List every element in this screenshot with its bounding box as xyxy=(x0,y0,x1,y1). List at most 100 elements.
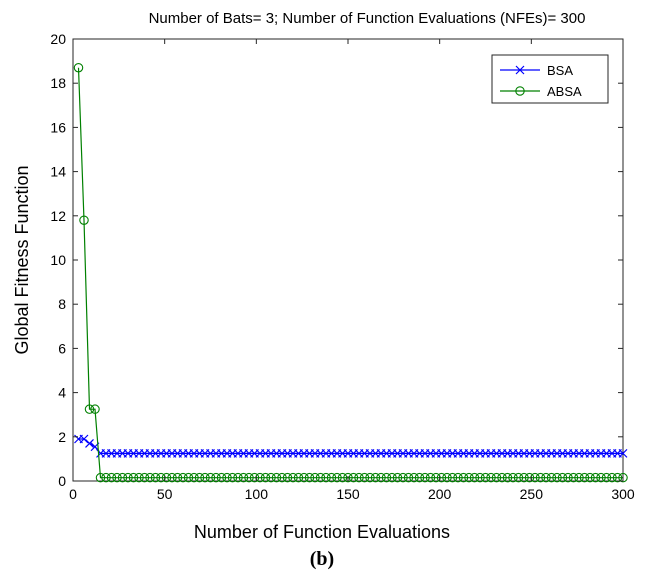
data-point xyxy=(453,472,463,483)
data-point xyxy=(618,448,628,458)
data-point xyxy=(546,472,557,483)
x-tick-label: 150 xyxy=(336,486,360,502)
x-axis-ticks: 0 50 100 150 200 250 300 xyxy=(69,39,635,502)
data-point xyxy=(458,472,469,483)
data-point xyxy=(425,472,436,483)
data-point xyxy=(85,439,94,448)
data-point xyxy=(568,472,579,483)
data-point xyxy=(442,472,452,483)
data-point xyxy=(266,472,276,483)
data-point xyxy=(585,472,595,483)
data-point xyxy=(139,472,150,483)
x-tick-label: 300 xyxy=(611,486,635,502)
legend-box xyxy=(491,54,609,104)
data-point xyxy=(112,472,122,483)
data-point xyxy=(200,472,210,483)
data-point xyxy=(211,472,221,483)
data-point xyxy=(128,472,139,483)
data-point xyxy=(579,472,590,483)
data-point xyxy=(161,472,172,483)
data-point xyxy=(431,472,441,483)
data-point xyxy=(563,472,573,483)
y-tick-label: 10 xyxy=(50,252,66,268)
data-point xyxy=(172,472,183,483)
data-point xyxy=(590,472,601,483)
x-tick-label: 200 xyxy=(428,486,452,502)
y-tick-label: 4 xyxy=(58,385,66,401)
data-point xyxy=(90,404,100,414)
data-point xyxy=(414,472,425,483)
y-tick-label: 6 xyxy=(58,340,66,356)
data-point xyxy=(508,472,518,483)
data-point xyxy=(354,472,364,483)
legend-marker xyxy=(515,86,525,96)
y-tick-label: 20 xyxy=(50,31,66,47)
data-point xyxy=(321,472,331,483)
data-point xyxy=(381,472,392,483)
series-line-bsa xyxy=(78,438,623,454)
data-point xyxy=(552,472,562,483)
data-point xyxy=(365,472,375,483)
y-axis-ticks: 0 2 4 6 8 10 12 14 16 18 20 xyxy=(50,31,623,489)
data-point xyxy=(288,472,298,483)
data-point xyxy=(178,472,188,483)
data-point xyxy=(370,472,381,483)
data-point xyxy=(244,472,254,483)
legend-marker xyxy=(515,65,525,75)
y-axis-label: Global Fitness Function xyxy=(12,165,32,354)
data-point xyxy=(541,472,551,483)
data-point xyxy=(183,472,194,483)
data-point xyxy=(150,472,161,483)
data-point xyxy=(535,472,546,483)
data-point xyxy=(255,472,265,483)
data-point xyxy=(79,434,89,444)
legend-label-bsa: BSA xyxy=(547,63,573,78)
data-point xyxy=(436,472,447,483)
data-point xyxy=(106,472,117,483)
series-line-absa xyxy=(77,67,623,479)
y-tick-label: 12 xyxy=(50,208,66,224)
data-point xyxy=(502,472,513,483)
data-point xyxy=(447,472,458,483)
data-point xyxy=(167,472,177,483)
legend: BSA ABSA xyxy=(491,54,609,104)
x-tick-label: 100 xyxy=(245,486,269,502)
series-layer xyxy=(73,62,628,483)
data-point xyxy=(392,472,403,483)
data-point xyxy=(376,472,386,483)
data-point xyxy=(227,472,238,483)
data-point xyxy=(420,472,430,483)
figure-caption: (b) xyxy=(310,548,334,570)
data-point xyxy=(332,472,342,483)
data-point xyxy=(343,472,353,483)
data-point xyxy=(216,472,227,483)
data-point xyxy=(145,472,155,483)
data-point xyxy=(337,472,348,483)
data-point xyxy=(194,472,205,483)
plot-area: 0 50 100 150 200 250 300 0 2 4 6 8 10 12 14 16 18 20 xyxy=(50,31,634,502)
data-point xyxy=(189,472,199,483)
data-point xyxy=(293,472,304,483)
data-point xyxy=(469,472,480,483)
data-point xyxy=(557,472,568,483)
data-point xyxy=(530,472,540,483)
y-tick-label: 0 xyxy=(58,473,66,489)
data-point xyxy=(601,472,612,483)
data-point xyxy=(524,472,535,483)
data-point xyxy=(282,472,293,483)
data-point xyxy=(260,472,271,483)
data-point xyxy=(475,472,485,483)
y-tick-label: 2 xyxy=(58,429,66,445)
data-point xyxy=(497,472,507,483)
data-point xyxy=(73,62,84,73)
y-tick-label: 8 xyxy=(58,296,66,312)
data-point xyxy=(123,472,133,483)
data-point xyxy=(277,472,287,483)
data-point xyxy=(299,472,309,483)
data-point xyxy=(409,472,419,483)
data-point xyxy=(84,404,95,414)
data-point xyxy=(304,472,315,483)
y-tick-label: 14 xyxy=(50,164,66,180)
data-point xyxy=(238,472,249,483)
